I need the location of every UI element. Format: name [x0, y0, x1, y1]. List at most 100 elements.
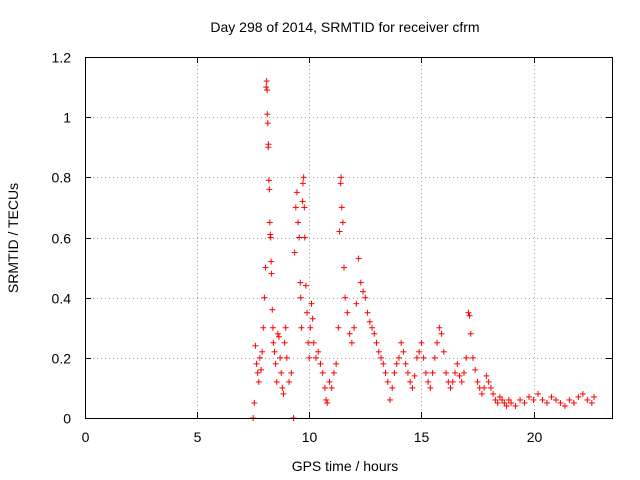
data-point [269, 306, 276, 313]
data-point [440, 348, 447, 355]
data-point [517, 396, 524, 403]
data-point [404, 369, 411, 376]
data-point [579, 390, 586, 397]
data-point [317, 360, 324, 367]
data-point [280, 390, 287, 397]
data-point [339, 219, 346, 226]
data-point [302, 282, 309, 289]
data-point [391, 369, 398, 376]
data-point [378, 354, 385, 361]
data-point [298, 324, 305, 331]
data-point [304, 309, 311, 316]
data-point [467, 330, 474, 337]
x-axis-label: GPS time / hours [292, 458, 399, 474]
data-point [282, 324, 289, 331]
data-point [362, 294, 369, 301]
data-point [297, 279, 304, 286]
data-point [400, 348, 407, 355]
data-point [407, 378, 414, 385]
data-point [333, 360, 340, 367]
data-point [487, 384, 494, 391]
data-point [348, 339, 355, 346]
data-point [323, 396, 330, 403]
data-point [271, 348, 278, 355]
data-point [521, 399, 528, 406]
data-point [337, 180, 344, 187]
data-point [278, 369, 285, 376]
x-tick-label: 5 [194, 429, 202, 445]
x-tick-label: 10 [302, 429, 318, 445]
data-point [501, 399, 508, 406]
data-point [454, 360, 461, 367]
data-point [324, 399, 331, 406]
data-point [466, 312, 473, 319]
data-point [260, 324, 267, 331]
data-point [539, 396, 546, 403]
data-point [380, 360, 387, 367]
data-point [436, 324, 443, 331]
data-point [346, 330, 353, 337]
data-point [305, 339, 312, 346]
data-point [268, 270, 275, 277]
data-point [499, 396, 506, 403]
data-point [283, 354, 290, 361]
y-tick-label: 1 [63, 110, 71, 126]
data-point [321, 384, 328, 391]
data-point [272, 360, 279, 367]
data-point [357, 279, 364, 286]
y-tick-label: 0.6 [52, 231, 72, 247]
data-point [505, 396, 512, 403]
data-point [281, 339, 288, 346]
data-point [301, 204, 308, 211]
data-point [267, 234, 274, 241]
data-point [275, 333, 282, 340]
data-point [375, 348, 382, 355]
data-point [449, 378, 456, 385]
data-point [256, 354, 263, 361]
data-point [460, 369, 467, 376]
data-point [251, 399, 258, 406]
data-point [308, 300, 315, 307]
data-point [355, 255, 362, 262]
data-point [386, 396, 393, 403]
data-point [299, 198, 306, 205]
data-point [360, 288, 367, 295]
data-point [295, 219, 302, 226]
data-point [264, 87, 271, 94]
data-point [548, 393, 555, 400]
data-point [402, 360, 409, 367]
data-point [253, 360, 260, 367]
data-point [431, 354, 438, 361]
data-point [265, 141, 272, 148]
data-point [420, 354, 427, 361]
data-point [469, 354, 476, 361]
data-point [474, 378, 481, 385]
data-point [575, 393, 582, 400]
data-point [452, 369, 459, 376]
data-point [395, 354, 402, 361]
data-point [341, 264, 348, 271]
data-point [438, 330, 445, 337]
data-point [393, 360, 400, 367]
y-tick-label: 0.8 [52, 170, 72, 186]
data-point [413, 354, 420, 361]
data-point [512, 402, 519, 409]
data-point [364, 309, 371, 316]
data-point [411, 372, 418, 379]
tick-labels: 0 0.2 0.4 0.6 0.8 1 1.2 0 5 10 15 20 [52, 50, 543, 446]
data-point [326, 378, 333, 385]
data-point [269, 324, 276, 331]
data-point [371, 330, 378, 337]
data-point [409, 384, 416, 391]
data-point [534, 390, 541, 397]
data-point [270, 339, 277, 346]
data-point [344, 309, 351, 316]
grid [85, 57, 612, 418]
data-point [422, 369, 429, 376]
data-point [299, 180, 306, 187]
data-point [481, 384, 488, 391]
data-point [503, 402, 510, 409]
data-point [552, 396, 559, 403]
x-tick-label: 20 [527, 429, 543, 445]
data-point [306, 354, 313, 361]
